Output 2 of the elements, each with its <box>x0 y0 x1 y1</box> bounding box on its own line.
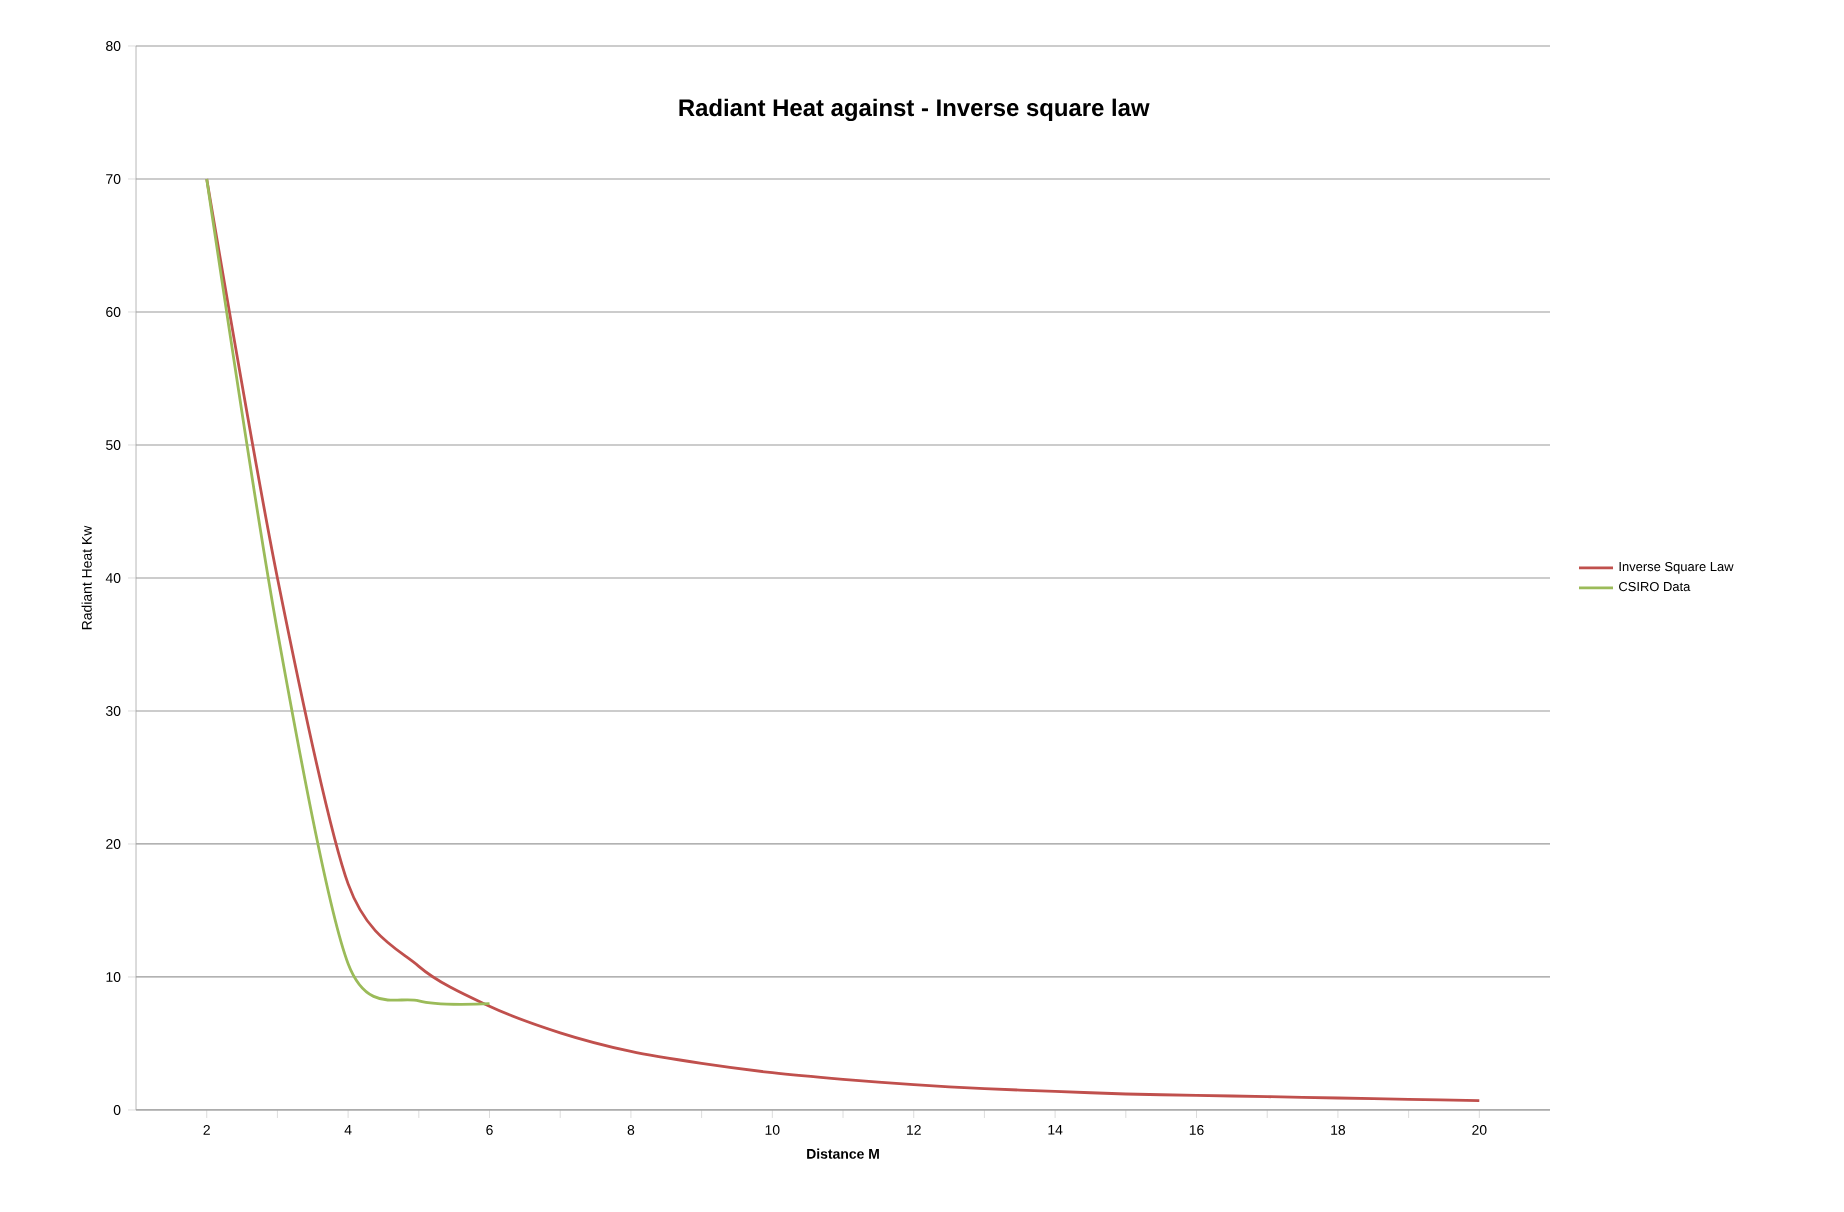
line-series <box>205 177 491 1006</box>
text: Radiant Heat against - Inverse square law <box>679 98 1150 122</box>
